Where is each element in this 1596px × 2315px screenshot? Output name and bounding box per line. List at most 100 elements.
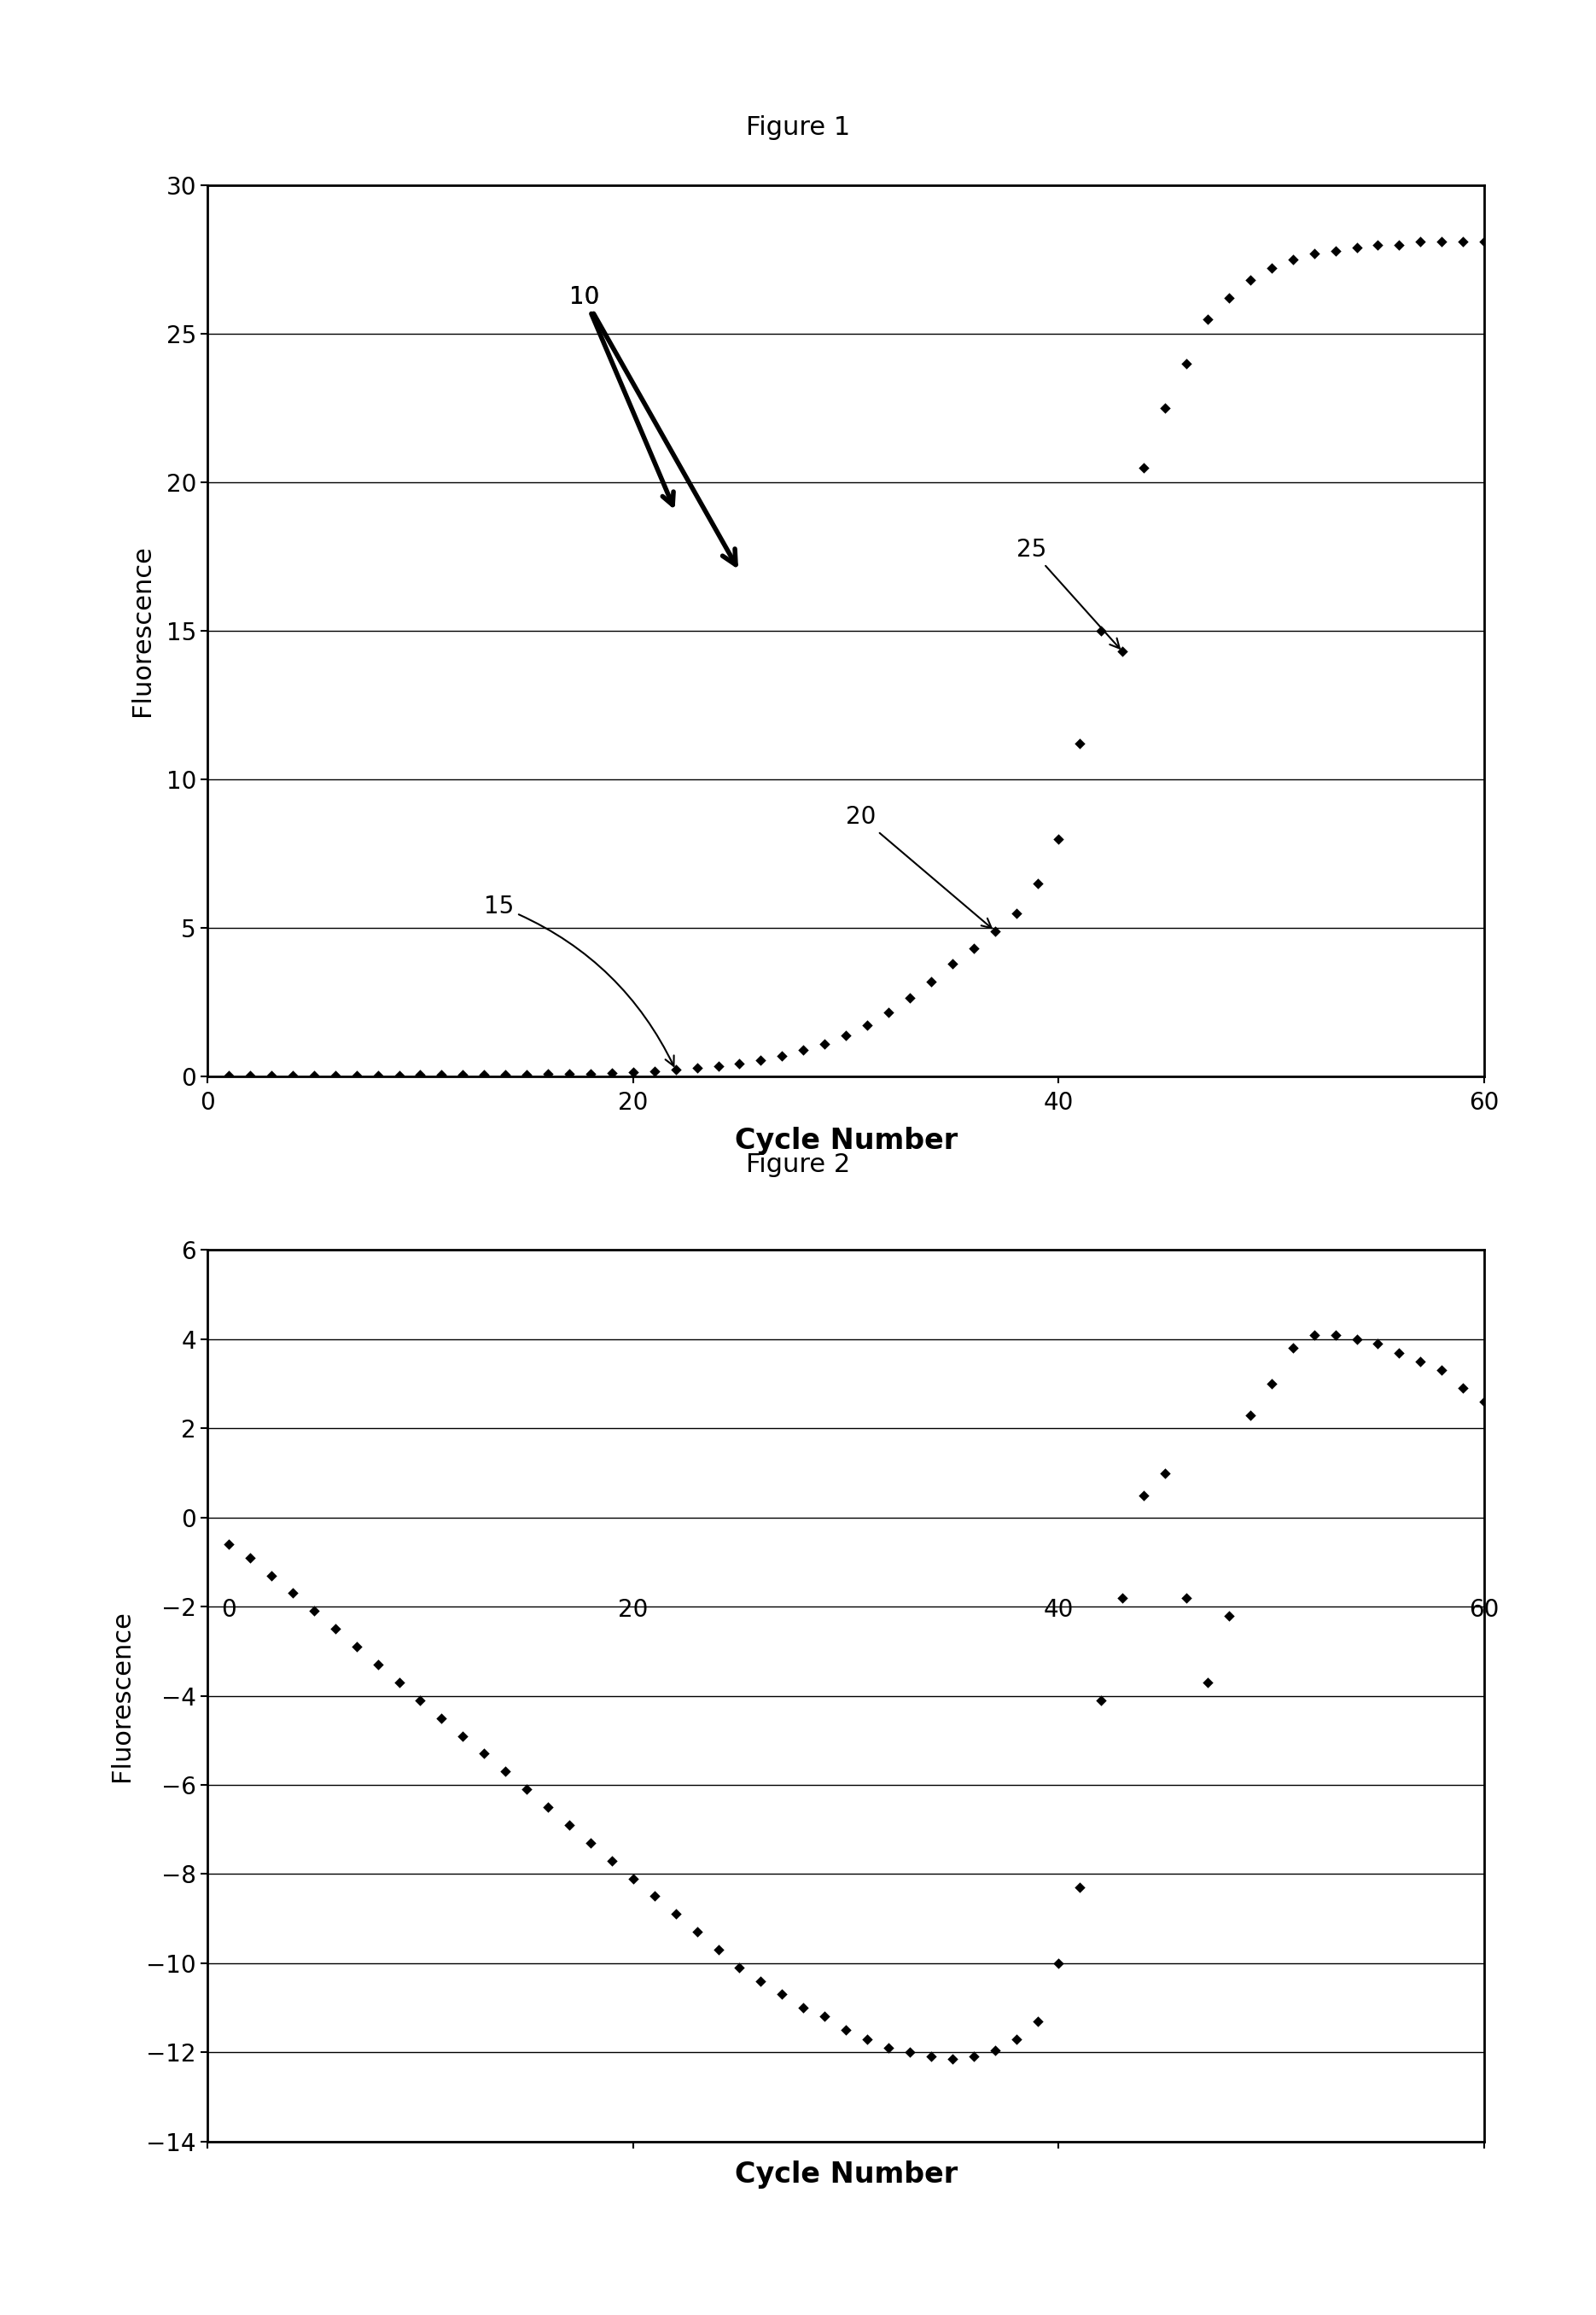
Point bbox=[961, 931, 986, 968]
Y-axis label: Fluorescence: Fluorescence bbox=[110, 1609, 134, 1783]
Point bbox=[557, 1806, 583, 1843]
Point bbox=[1451, 222, 1476, 259]
Point bbox=[1173, 345, 1199, 382]
Point bbox=[1408, 1343, 1433, 1380]
Point bbox=[854, 2021, 879, 2058]
Point bbox=[407, 1056, 433, 1093]
Point bbox=[790, 1032, 816, 1070]
Point bbox=[897, 2035, 922, 2070]
Point bbox=[1280, 1329, 1306, 1366]
Text: 0: 0 bbox=[222, 1597, 236, 1620]
Point bbox=[1428, 222, 1454, 259]
Point bbox=[1451, 1370, 1476, 1408]
Point bbox=[215, 1526, 241, 1563]
Point bbox=[876, 993, 902, 1030]
Point bbox=[279, 1574, 305, 1611]
Point bbox=[1152, 1454, 1178, 1491]
Point bbox=[1025, 2002, 1050, 2040]
Point bbox=[918, 2037, 943, 2074]
Point bbox=[322, 1058, 348, 1095]
Point bbox=[642, 1053, 667, 1090]
Point bbox=[1472, 1382, 1497, 1419]
Point bbox=[386, 1664, 412, 1702]
Point bbox=[1109, 1579, 1135, 1616]
Point bbox=[1387, 227, 1412, 264]
Point bbox=[1173, 1579, 1199, 1616]
Point bbox=[1068, 725, 1093, 762]
Point bbox=[1323, 231, 1349, 269]
Point bbox=[365, 1056, 391, 1093]
Text: Figure 1: Figure 1 bbox=[745, 116, 851, 139]
Point bbox=[1428, 1352, 1454, 1389]
Point bbox=[1301, 236, 1326, 273]
Point bbox=[1045, 1945, 1071, 1982]
Point bbox=[749, 1963, 774, 2000]
Point bbox=[1344, 1320, 1369, 1357]
Point bbox=[790, 1989, 816, 2026]
Point bbox=[1280, 241, 1306, 278]
Point bbox=[1216, 1597, 1242, 1634]
Point bbox=[259, 1058, 284, 1095]
Point bbox=[1408, 222, 1433, 259]
Point bbox=[1344, 229, 1369, 266]
Point bbox=[1259, 1366, 1285, 1403]
Point bbox=[662, 1051, 688, 1088]
Point bbox=[598, 1053, 624, 1090]
Point bbox=[982, 912, 1007, 949]
Point bbox=[1323, 1317, 1349, 1354]
Text: 20: 20 bbox=[618, 1597, 648, 1620]
Point bbox=[429, 1699, 455, 1736]
Point bbox=[897, 979, 922, 1016]
Text: 10: 10 bbox=[570, 285, 736, 565]
Text: 15: 15 bbox=[484, 894, 674, 1065]
Point bbox=[1472, 222, 1497, 259]
Point bbox=[302, 1593, 327, 1630]
Point bbox=[1152, 389, 1178, 426]
Point bbox=[215, 1058, 241, 1095]
Point bbox=[1195, 301, 1221, 338]
Point bbox=[940, 2040, 966, 2077]
Point bbox=[343, 1627, 369, 1664]
Point bbox=[749, 1042, 774, 1079]
Point bbox=[1301, 1317, 1326, 1354]
Point bbox=[1004, 894, 1029, 931]
Point bbox=[1004, 2021, 1029, 2058]
Point bbox=[598, 1843, 624, 1880]
Text: 25: 25 bbox=[1017, 537, 1120, 648]
Point bbox=[769, 1037, 795, 1074]
Point bbox=[471, 1736, 496, 1773]
Point bbox=[238, 1539, 263, 1577]
Point bbox=[535, 1789, 560, 1827]
Point bbox=[769, 1975, 795, 2012]
Point bbox=[322, 1611, 348, 1648]
Point bbox=[1237, 262, 1262, 299]
Point bbox=[726, 1044, 752, 1081]
Point bbox=[1068, 1868, 1093, 1905]
Point bbox=[833, 2012, 859, 2049]
Text: 10: 10 bbox=[570, 285, 674, 505]
Point bbox=[429, 1056, 455, 1093]
Point bbox=[493, 1752, 519, 1789]
Point bbox=[493, 1056, 519, 1093]
Point bbox=[918, 963, 943, 1000]
Point bbox=[1088, 611, 1114, 648]
Point bbox=[685, 1049, 710, 1086]
Point bbox=[557, 1056, 583, 1093]
Point bbox=[705, 1931, 731, 1968]
Point bbox=[685, 1915, 710, 1952]
Point bbox=[705, 1049, 731, 1086]
Point bbox=[982, 2033, 1007, 2070]
Point bbox=[238, 1058, 263, 1095]
Point bbox=[961, 2037, 986, 2074]
Point bbox=[450, 1718, 476, 1755]
Text: 40: 40 bbox=[1044, 1597, 1074, 1620]
Text: Figure 2: Figure 2 bbox=[745, 1153, 851, 1176]
Point bbox=[812, 1998, 838, 2035]
Point bbox=[642, 1877, 667, 1915]
Point bbox=[621, 1859, 646, 1896]
Point bbox=[876, 2030, 902, 2067]
X-axis label: Cycle Number: Cycle Number bbox=[734, 2160, 958, 2188]
Point bbox=[450, 1056, 476, 1093]
X-axis label: Cycle Number: Cycle Number bbox=[734, 1127, 958, 1155]
Point bbox=[1045, 820, 1071, 857]
